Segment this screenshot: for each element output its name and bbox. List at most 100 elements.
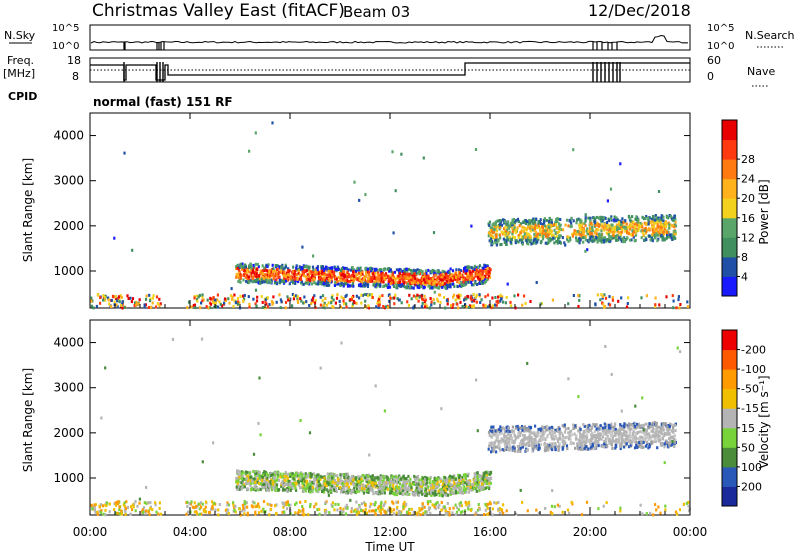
power-echo-cell: [392, 281, 395, 285]
power-echo-cell: [529, 219, 532, 223]
power-echo-cell: [510, 304, 513, 308]
power-echo-cell: [133, 304, 136, 307]
velocity-echo-cell: [370, 488, 373, 492]
power-echo-cell: [255, 270, 258, 274]
power-echo-cell: [298, 265, 301, 269]
velocity-echo-cell: [287, 472, 290, 476]
power-echo-cell: [509, 221, 513, 225]
power-echo-cell: [316, 282, 319, 286]
velocity-echo-cell: [362, 483, 365, 487]
power-echo-cell: [470, 298, 473, 302]
velocity-echo-cell: [423, 493, 427, 497]
power-echo-cell: [323, 301, 326, 305]
power-echo-cell: [425, 304, 428, 308]
power-echo-cell: [492, 222, 495, 226]
power-echo-cell: [325, 283, 328, 287]
power-echo-cell: [382, 280, 385, 284]
velocity-echo-cell: [309, 471, 312, 475]
power-echo-cell: [541, 237, 545, 241]
power-echo-cell: [283, 277, 286, 281]
velocity-echo-cell: [321, 490, 324, 493]
velocity-echo-cell: [378, 483, 381, 487]
power-echo-cell: [590, 221, 593, 225]
power-echo-cell: [497, 239, 500, 243]
power-echo-cell: [310, 282, 314, 286]
power-echo-cell: [605, 231, 608, 235]
power-echo-cell: [617, 227, 621, 230]
velocity-echo-cell: [263, 471, 266, 475]
velocity-echo-cell: [404, 485, 407, 489]
power-echo-cell: [613, 231, 616, 235]
velocity-echo-cell: [422, 511, 425, 515]
power-echo-cell: [668, 235, 671, 239]
power-echo-cell: [491, 304, 494, 308]
power-echo-cell: [312, 268, 315, 272]
power-echo-cell: [339, 271, 342, 275]
power-echo-cell: [668, 223, 671, 227]
power-echo-cell: [394, 277, 397, 281]
power-echo-cell: [352, 270, 355, 274]
velocity-echo-cell: [114, 501, 117, 505]
power-echo-cell: [342, 297, 345, 300]
velocity-echo-cell: [687, 500, 690, 504]
power-echo-cell: [517, 293, 520, 297]
power-echo-cell: [382, 305, 385, 308]
power-echo-cell: [686, 305, 690, 309]
power-echo-cell: [484, 304, 487, 308]
power-echo-cell: [437, 282, 440, 286]
power-echo-cell: [590, 235, 593, 239]
velocity-echo-cell: [265, 480, 268, 484]
power-echo-cell: [644, 231, 647, 235]
power-echo-cell: [449, 283, 452, 287]
power-echo-cell: [520, 238, 523, 242]
velocity-echo-cell: [148, 513, 151, 516]
power-echo-cell: [325, 303, 328, 307]
power-echo-cell: [539, 222, 542, 225]
velocity-echo-cell: [369, 475, 372, 479]
velocity-echo-cell: [281, 480, 284, 483]
power-echo-cell: [555, 239, 558, 243]
power-echo-cell: [414, 280, 417, 284]
power-echo-cell: [351, 266, 354, 269]
velocity-echo-cell: [264, 470, 267, 474]
power-echo-cell: [323, 276, 326, 280]
velocity-echo-cell: [268, 513, 271, 517]
velocity-echo-cell: [361, 488, 364, 492]
power-echo-cell: [302, 301, 305, 305]
velocity-echo-cell: [100, 509, 103, 513]
power-echo-cell: [499, 233, 502, 237]
velocity-echo-cell: [359, 488, 362, 492]
power-echo-cell: [422, 275, 425, 279]
velocity-echo-cell: [478, 480, 481, 484]
velocity-echo-cell: [433, 505, 436, 509]
power-echo-cell: [390, 281, 393, 285]
velocity-echo-cell: [141, 508, 144, 512]
velocity-echo-cell: [302, 489, 305, 493]
nsky-tick-bottom: 10^0: [52, 41, 79, 52]
velocity-echo-cell: [410, 507, 413, 511]
velocity-echo-cell: [120, 512, 123, 516]
velocity-echo-cell: [239, 485, 242, 489]
power-echo-cell: [656, 225, 659, 229]
velocity-echo-cell: [246, 513, 249, 517]
power-echo-cell: [575, 239, 578, 243]
power-echo-cell: [115, 303, 118, 307]
power-echo-cell: [410, 286, 413, 290]
velocity-echo-cell: [200, 505, 203, 509]
power-echo-cell: [526, 220, 529, 224]
power-echo-cell: [396, 297, 399, 300]
power-echo-cell: [418, 286, 421, 290]
velocity-echo-cell: [639, 503, 642, 507]
velocity-echo-cell: [310, 487, 313, 491]
power-echo-cell: [371, 296, 374, 299]
power-echo-cell: [327, 301, 330, 305]
velocity-echo-cell: [379, 474, 382, 478]
power-echo-cell: [430, 282, 434, 286]
power-echo-cell: [554, 223, 558, 227]
power-echo-cell: [423, 272, 426, 276]
power-echo-cell: [375, 305, 378, 309]
power-echo-cell: [651, 225, 654, 229]
power-echo-cell: [663, 232, 666, 236]
power-echo-cell: [507, 220, 510, 224]
power-echo-cell: [557, 222, 561, 226]
